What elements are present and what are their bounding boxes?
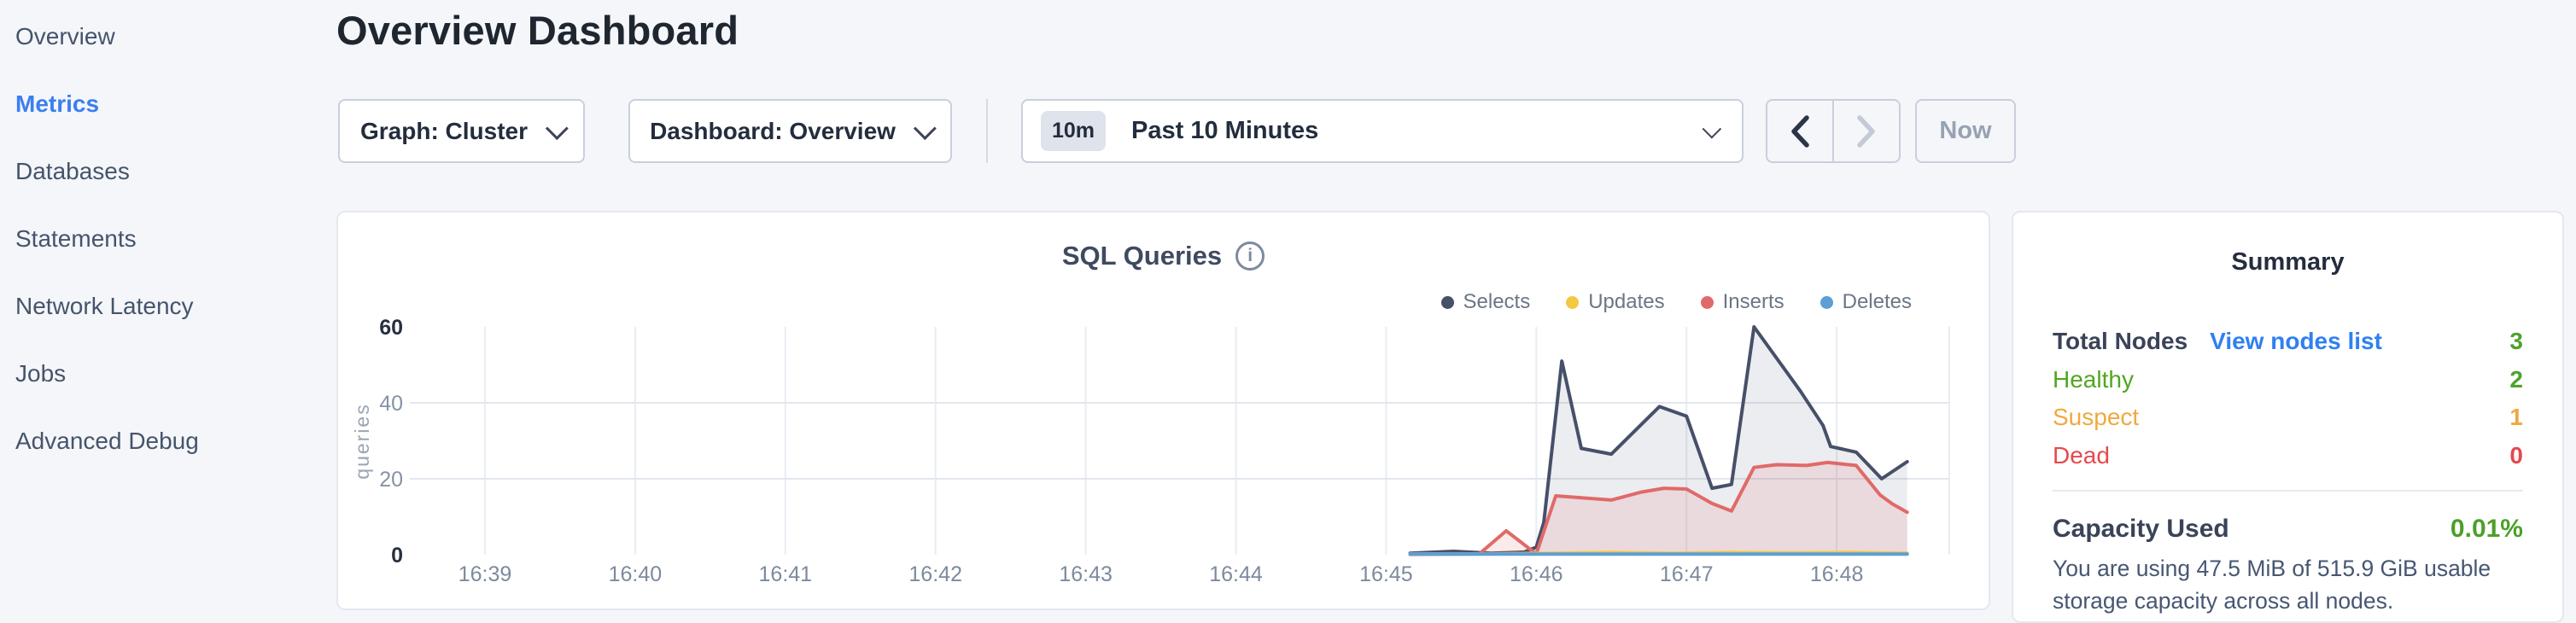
summary-divider (2053, 490, 2523, 492)
chevron-right-icon (1857, 114, 1875, 148)
sidebar-item-statements[interactable]: Statements (15, 224, 137, 252)
legend-label: Deletes (1842, 290, 1912, 313)
chevron-down-icon (1702, 119, 1722, 138)
chevron-left-icon (1791, 114, 1809, 148)
summary-row-value: 0 (2509, 441, 2523, 469)
dashboard-dropdown[interactable]: Dashboard: Overview (628, 99, 952, 163)
legend-label: Updates (1588, 290, 1665, 313)
summary-row-suspect: Suspect 1 (2053, 398, 2523, 437)
summary-title: Summary (2231, 248, 2345, 276)
chart-title-row: SQL Queries i (338, 241, 1989, 271)
time-range-label: Past 10 Minutes (1131, 117, 1319, 144)
legend-item-selects[interactable]: Selects (1440, 290, 1531, 314)
capacity-used-label: Capacity Used (2053, 515, 2229, 543)
graph-scope-label: Graph: Cluster (359, 117, 529, 144)
time-range-selector[interactable]: 10m Past 10 Minutes (1021, 99, 1744, 163)
now-button[interactable]: Now (1915, 99, 2016, 163)
time-step-next-button[interactable] (1832, 101, 1899, 161)
summary-row-healthy: Healthy 2 (2053, 360, 2523, 399)
svg-text:16:48: 16:48 (1810, 562, 1864, 586)
view-nodes-list-link[interactable]: View nodes list (2210, 328, 2382, 354)
chevron-down-icon (545, 117, 569, 141)
svg-text:16:43: 16:43 (1059, 562, 1113, 586)
summary-row-label: Suspect (2053, 404, 2140, 430)
svg-text:16:41: 16:41 (759, 562, 813, 586)
svg-text:queries: queries (351, 403, 373, 479)
svg-text:16:40: 16:40 (609, 562, 663, 586)
sidebar-item-advanced-debug[interactable]: Advanced Debug (15, 427, 199, 454)
svg-text:60: 60 (379, 316, 403, 340)
capacity-used-value: 0.01% (2450, 515, 2523, 543)
summary-row-label: Healthy (2053, 365, 2134, 393)
svg-text:16:45: 16:45 (1359, 562, 1413, 586)
svg-text:16:46: 16:46 (1510, 562, 1563, 586)
summary-row-label: Total Nodes (2053, 328, 2188, 354)
time-range-badge: 10m (1041, 111, 1107, 151)
time-step-buttons (1766, 99, 1901, 163)
legend-label: Selects (1463, 290, 1531, 313)
legend-dot-icon (1440, 295, 1454, 309)
time-step-prev-button[interactable] (1767, 101, 1832, 161)
legend-label: Inserts (1722, 290, 1785, 313)
summary-panel: Summary Total Nodes View nodes list 3 Healt… (2012, 211, 2564, 623)
sidebar-item-metrics[interactable]: Metrics (15, 90, 100, 117)
summary-row-value: 3 (2509, 328, 2523, 354)
svg-text:16:42: 16:42 (908, 562, 962, 586)
graph-scope-dropdown[interactable]: Graph: Cluster (338, 99, 585, 163)
legend-dot-icon (1820, 295, 1833, 309)
chevron-down-icon (913, 117, 937, 141)
capacity-description: You are using 47.5 MiB of 515.9 GiB usab… (2053, 556, 2491, 614)
page-title: Overview Dashboard (336, 8, 739, 53)
chart-title: SQL Queries (1061, 241, 1223, 271)
summary-row-total-nodes: Total Nodes View nodes list 3 (2053, 322, 2523, 361)
sidebar-item-network-latency[interactable]: Network Latency (15, 292, 194, 319)
svg-text:16:39: 16:39 (459, 562, 512, 586)
controls-divider (986, 99, 988, 163)
summary-row-label: Dead (2053, 441, 2110, 469)
svg-text:16:47: 16:47 (1660, 562, 1714, 586)
sidebar-item-databases[interactable]: Databases (15, 157, 130, 184)
dashboard-label: Dashboard: Overview (650, 117, 896, 144)
legend-dot-icon (1566, 295, 1580, 309)
svg-text:40: 40 (379, 392, 403, 416)
legend-dot-icon (1700, 295, 1714, 309)
legend-item-inserts[interactable]: Inserts (1700, 290, 1785, 314)
legend-item-updates[interactable]: Updates (1566, 290, 1665, 314)
sidebar-item-overview[interactable]: Overview (15, 22, 115, 49)
sidebar-nav: Overview Metrics Databases Statements Networ… (0, 3, 324, 475)
sql-queries-chart-card: SQL Queries i Selects Updates Inserts Delet… (336, 211, 1990, 610)
chart-legend: Selects Updates Inserts Deletes (1440, 290, 1912, 314)
sql-queries-svg: 16:39 16:40 16:41 16:42 16:43 16:44 16:45 16:46… (351, 316, 1950, 586)
legend-item-deletes[interactable]: Deletes (1820, 290, 1912, 314)
svg-text:0: 0 (391, 544, 403, 568)
svg-text:16:44: 16:44 (1209, 562, 1263, 586)
info-icon[interactable]: i (1235, 242, 1265, 271)
summary-row-value: 2 (2509, 365, 2523, 393)
summary-row-dead: Dead 0 (2053, 436, 2523, 475)
sql-queries-chart-plot[interactable]: 16:39 16:40 16:41 16:42 16:43 16:44 16:45 16:46… (338, 292, 1989, 610)
sidebar-item-jobs[interactable]: Jobs (15, 359, 67, 387)
svg-text:20: 20 (379, 468, 403, 492)
summary-row-value: 1 (2509, 404, 2523, 430)
capacity-used-row: Capacity Used 0.01% (2053, 511, 2523, 547)
